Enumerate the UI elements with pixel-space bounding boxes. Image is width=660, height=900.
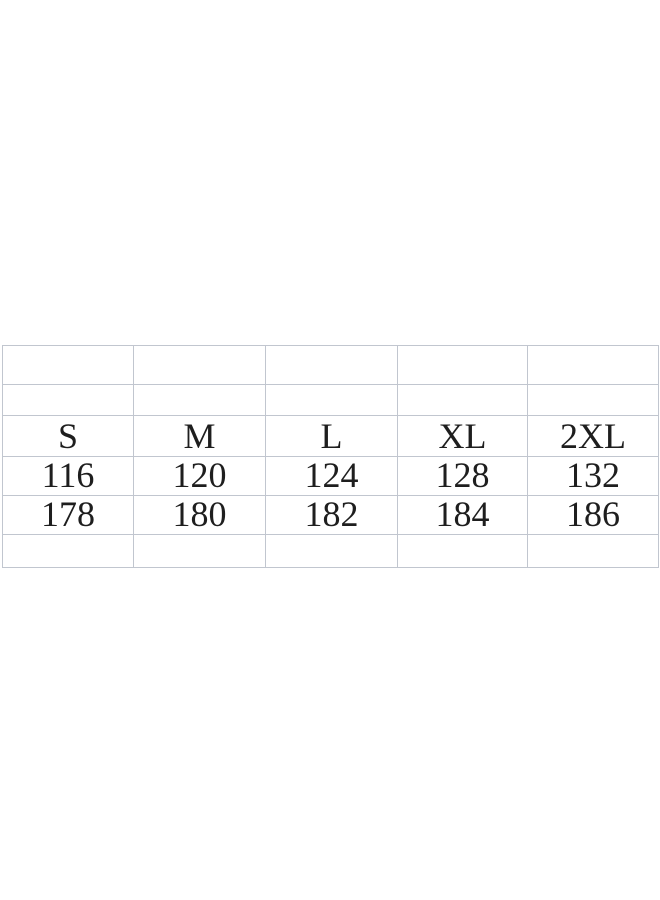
value-cell: 132 <box>527 456 659 496</box>
empty-cell <box>527 534 659 568</box>
table-row-size-header: S M L XL 2XL <box>2 415 659 457</box>
empty-cell <box>2 345 134 385</box>
header-cell-size-l: L <box>265 415 398 457</box>
empty-cell <box>265 534 398 568</box>
empty-cell <box>133 345 266 385</box>
table-row-empty-top-2 <box>2 384 659 416</box>
table-row-empty-bottom <box>2 534 659 568</box>
header-cell-size-s: S <box>2 415 134 457</box>
header-cell-size-2xl: 2XL <box>527 415 659 457</box>
empty-cell <box>2 384 134 416</box>
table-row-empty-top-1 <box>2 345 659 385</box>
empty-cell <box>527 384 659 416</box>
table-row-measurement-2: 178 180 182 184 186 <box>2 495 659 535</box>
empty-cell <box>133 534 266 568</box>
empty-cell <box>265 384 398 416</box>
header-cell-size-m: M <box>133 415 266 457</box>
value-cell: 120 <box>133 456 266 496</box>
value-cell: 186 <box>527 495 659 535</box>
empty-cell <box>133 384 266 416</box>
value-cell: 128 <box>397 456 528 496</box>
table-row-measurement-1: 116 120 124 128 132 <box>2 456 659 496</box>
value-cell: 124 <box>265 456 398 496</box>
size-chart-table: S M L XL 2XL 116 120 124 128 132 178 180… <box>2 345 659 568</box>
value-cell: 182 <box>265 495 398 535</box>
value-cell: 178 <box>2 495 134 535</box>
value-cell: 180 <box>133 495 266 535</box>
empty-cell <box>265 345 398 385</box>
empty-cell <box>397 345 528 385</box>
value-cell: 184 <box>397 495 528 535</box>
empty-cell <box>527 345 659 385</box>
empty-cell <box>397 534 528 568</box>
value-cell: 116 <box>2 456 134 496</box>
header-cell-size-xl: XL <box>397 415 528 457</box>
empty-cell <box>2 534 134 568</box>
empty-cell <box>397 384 528 416</box>
